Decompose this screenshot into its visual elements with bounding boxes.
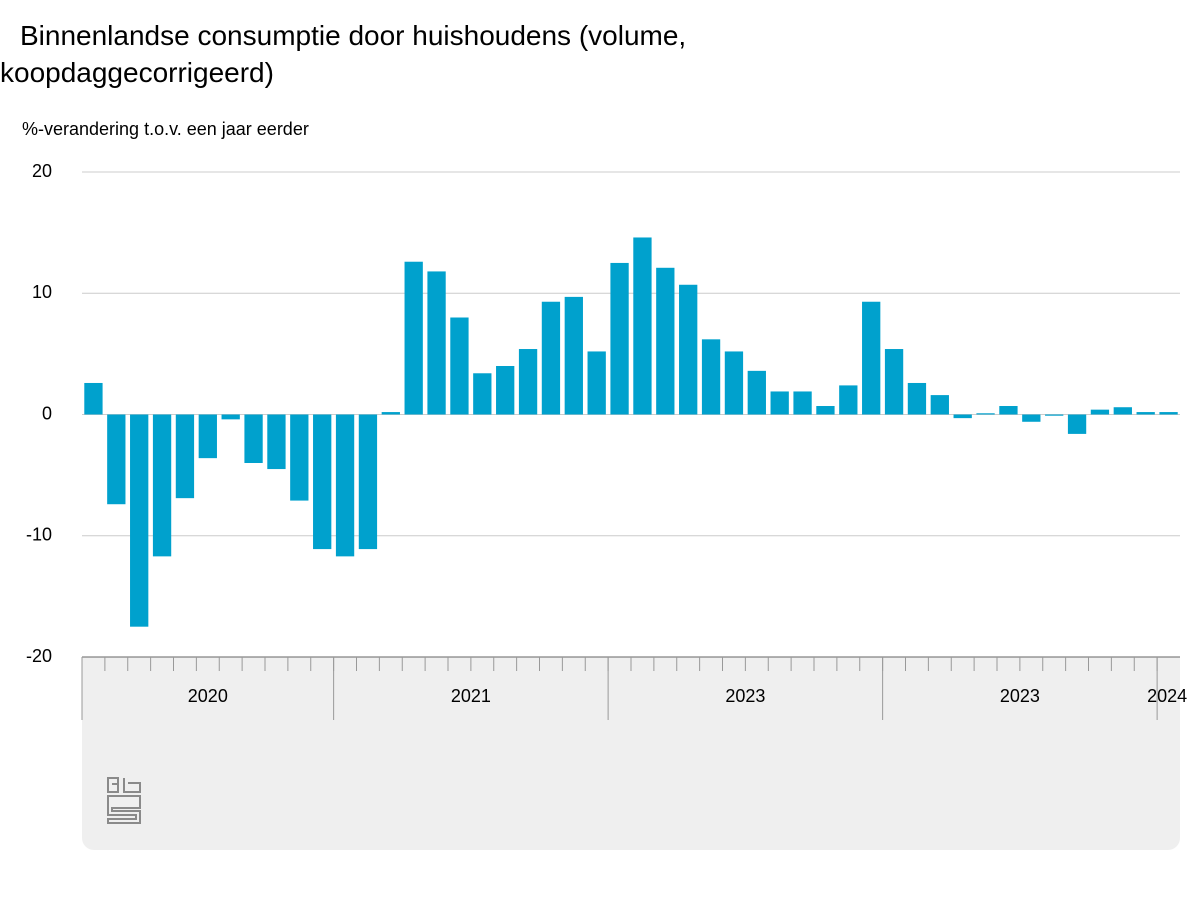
bar: [381, 412, 400, 415]
y-axis-label: %-verandering t.o.v. een jaar eerder: [22, 119, 309, 139]
bar: [884, 349, 904, 415]
bar: [450, 317, 469, 415]
bar: [130, 414, 149, 627]
bar: [701, 339, 721, 415]
cbs-logo: [107, 777, 141, 824]
bar: [221, 414, 240, 420]
bar: [656, 267, 675, 415]
bar: [976, 413, 995, 415]
x-tick-label: 2024: [1147, 686, 1187, 706]
y-tick-label: 20: [32, 161, 52, 181]
bar: [839, 385, 858, 415]
bar: [496, 366, 515, 415]
chart-title: Binnenlandse consumptie door huishoudens…: [0, 20, 686, 88]
bar: [107, 414, 126, 505]
bar: [907, 382, 927, 415]
bar: [427, 271, 446, 415]
bar: [1067, 414, 1087, 434]
bar: [313, 414, 332, 550]
bar: [999, 406, 1018, 415]
bar: [610, 262, 629, 415]
bar: [335, 414, 355, 557]
bar: [152, 414, 172, 557]
bar: [1090, 409, 1110, 415]
x-tick-label: 2023: [1000, 686, 1040, 706]
bar: [267, 414, 286, 470]
bar: [793, 391, 812, 415]
y-tick-label: -10: [26, 525, 52, 545]
bar: [541, 301, 561, 415]
bar: [84, 382, 103, 415]
bar: [244, 414, 263, 463]
bar: [358, 414, 378, 550]
bar: [930, 395, 949, 415]
bar: [633, 237, 652, 415]
bar: [290, 414, 309, 501]
x-tick-label: 2023: [725, 686, 765, 706]
bar: [1136, 412, 1155, 415]
bar: [724, 351, 744, 415]
x-tick-label: 2020: [188, 686, 228, 706]
bar: [1045, 414, 1064, 416]
y-tick-label: 0: [42, 403, 52, 423]
bar: [816, 406, 835, 415]
bar: [518, 349, 538, 415]
bar: [198, 414, 217, 459]
bar: [1113, 407, 1132, 415]
bar: [587, 351, 606, 415]
bar: [1159, 412, 1178, 415]
bar: [953, 414, 972, 419]
bar: [862, 301, 881, 415]
bar: [564, 296, 583, 415]
bar: [1022, 414, 1041, 422]
y-tick-label: -20: [26, 646, 52, 666]
bar: [404, 261, 423, 415]
bar: [747, 370, 766, 415]
y-tick-label: 10: [32, 282, 52, 302]
axis-panel: [82, 657, 1180, 850]
bar: [175, 414, 195, 499]
bar: [770, 391, 789, 415]
x-tick-label: 2021: [451, 686, 491, 706]
bar: [679, 284, 698, 415]
bar: [473, 373, 492, 415]
